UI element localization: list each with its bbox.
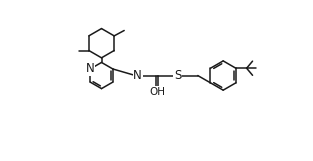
Text: S: S — [174, 69, 182, 82]
Text: OH: OH — [150, 87, 166, 97]
Text: N: N — [133, 69, 142, 82]
Text: N: N — [86, 62, 95, 76]
